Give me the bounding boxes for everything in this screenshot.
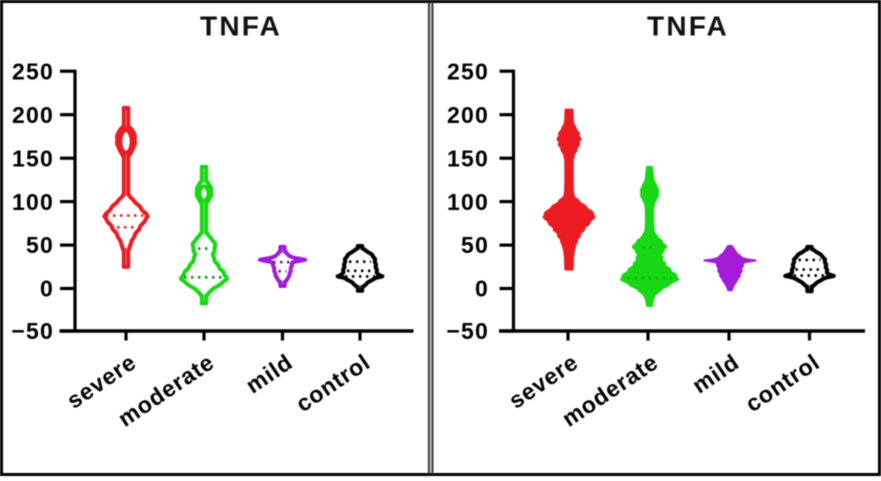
- svg-text:150: 150: [447, 145, 489, 171]
- svg-text:0: 0: [40, 276, 54, 302]
- svg-text:TNFA: TNFA: [647, 11, 729, 42]
- svg-text:−50: −50: [446, 318, 489, 344]
- svg-text:200: 200: [12, 102, 54, 128]
- svg-text:100: 100: [12, 189, 54, 215]
- svg-text:200: 200: [447, 102, 489, 128]
- svg-text:50: 50: [26, 232, 54, 258]
- svg-text:250: 250: [447, 59, 489, 85]
- svg-text:250: 250: [12, 59, 54, 85]
- svg-text:50: 50: [461, 232, 489, 258]
- svg-text:100: 100: [447, 189, 489, 215]
- svg-text:−50: −50: [11, 318, 54, 344]
- svg-text:0: 0: [475, 276, 489, 302]
- svg-text:150: 150: [12, 145, 54, 171]
- svg-text:TNFA: TNFA: [200, 11, 282, 42]
